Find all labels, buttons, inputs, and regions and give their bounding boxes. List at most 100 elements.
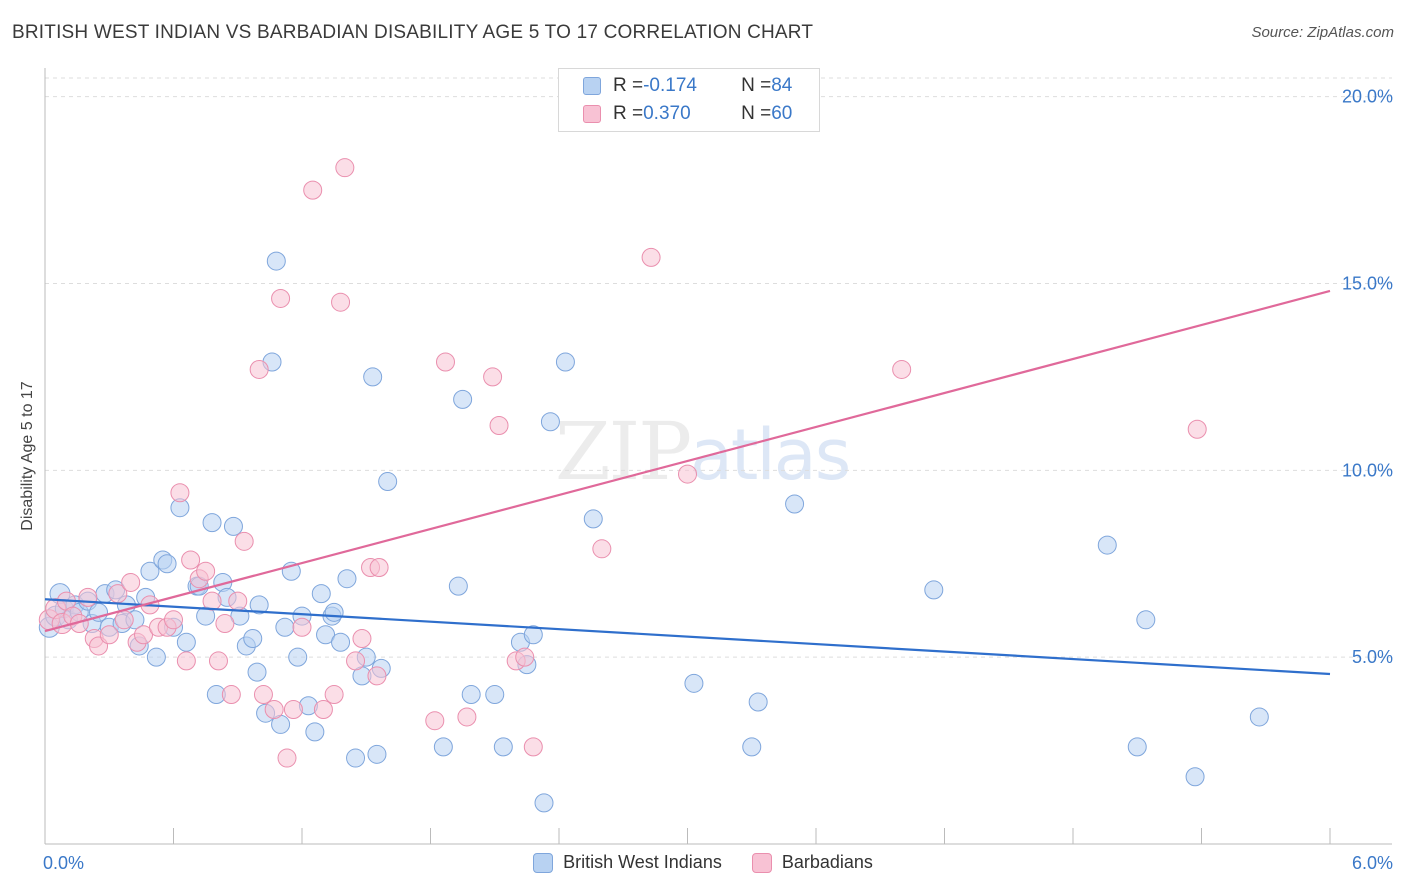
data-point xyxy=(748,692,768,712)
data-point xyxy=(742,737,762,757)
data-point xyxy=(78,587,98,607)
data-point xyxy=(196,561,216,581)
y-tick-label: 20.0% xyxy=(1342,87,1393,107)
blue-swatch xyxy=(533,852,554,873)
data-point xyxy=(425,711,445,731)
data-point xyxy=(202,591,222,611)
data-point xyxy=(305,722,325,742)
data-point xyxy=(292,617,312,637)
data-point xyxy=(313,699,333,719)
stats-legend-row-pink: R = 0.370 N = 60 xyxy=(583,101,792,127)
data-point xyxy=(523,625,543,645)
data-point xyxy=(483,367,503,387)
data-point xyxy=(1249,707,1269,727)
n-label: N = xyxy=(741,103,772,124)
data-point xyxy=(215,614,235,634)
data-point xyxy=(534,793,554,813)
r-label: R = xyxy=(613,103,644,124)
data-point xyxy=(457,707,477,727)
data-point xyxy=(346,651,366,671)
data-point xyxy=(583,509,603,529)
y-tick-label: 5.0% xyxy=(1352,647,1393,667)
data-point xyxy=(335,158,355,178)
n-label: N = xyxy=(741,75,772,96)
data-point xyxy=(134,625,154,645)
data-point xyxy=(208,651,228,671)
legend-label: Barbadians xyxy=(781,852,873,872)
series-legend: British West Indians Barbadians xyxy=(0,852,1406,873)
data-point xyxy=(311,584,331,604)
data-point xyxy=(453,389,473,409)
pink-swatch xyxy=(751,852,772,873)
n-value: 60 xyxy=(771,103,793,124)
data-point xyxy=(170,483,190,503)
data-point xyxy=(249,595,269,615)
data-point xyxy=(515,647,535,667)
data-point xyxy=(1187,419,1207,439)
data-point xyxy=(164,610,183,630)
data-point xyxy=(324,602,344,622)
data-point xyxy=(1136,610,1156,630)
r-value: -0.174 xyxy=(643,75,697,96)
trend-line xyxy=(44,598,1331,676)
data-point xyxy=(641,247,661,267)
chart-source: Source: ZipAtlas.com xyxy=(1251,24,1394,41)
data-point xyxy=(121,572,141,592)
n-value: 84 xyxy=(771,75,793,96)
watermark: ZIPatlas xyxy=(555,405,851,498)
data-point xyxy=(99,625,119,645)
data-point xyxy=(367,666,387,686)
data-point xyxy=(1097,535,1117,555)
data-point xyxy=(684,673,704,693)
data-point xyxy=(277,748,297,768)
data-point xyxy=(331,632,351,652)
y-tick-label: 10.0% xyxy=(1342,460,1393,480)
data-point xyxy=(523,737,543,757)
data-point xyxy=(363,367,383,387)
data-point xyxy=(346,748,366,768)
data-point xyxy=(1127,737,1147,757)
data-point xyxy=(448,576,468,596)
data-point xyxy=(493,737,513,757)
data-point xyxy=(367,744,387,764)
data-point xyxy=(369,557,389,577)
data-point xyxy=(592,539,612,559)
data-point xyxy=(243,628,263,648)
data-point xyxy=(176,651,196,671)
data-point xyxy=(316,625,336,645)
data-point xyxy=(485,685,505,705)
data-point xyxy=(288,647,308,667)
data-point xyxy=(892,359,912,379)
data-point xyxy=(221,685,241,705)
y-tick-label: 15.0% xyxy=(1342,274,1393,294)
data-point xyxy=(228,591,248,611)
chart-title: BRITISH WEST INDIAN VS BARBADIAN DISABIL… xyxy=(12,22,814,43)
data-point xyxy=(378,472,398,492)
stats-legend: R = -0.174 N = 84 R = 0.370 N = 60 xyxy=(558,68,820,132)
data-point xyxy=(433,737,453,757)
series-british-west-indians xyxy=(38,251,1269,813)
data-point xyxy=(324,685,344,705)
data-point xyxy=(114,610,134,630)
data-point xyxy=(435,352,455,372)
data-point xyxy=(1185,767,1205,787)
stats-legend-row-blue: R = -0.174 N = 84 xyxy=(583,73,792,99)
data-point xyxy=(303,180,323,200)
x-tick-label: 0.0% xyxy=(43,853,84,873)
watermark-atlas: atlas xyxy=(690,414,851,496)
tick-labels: 5.0% 10.0% 15.0% 20.0% 0.0% 6.0% xyxy=(43,87,1393,873)
legend-label: British West Indians xyxy=(563,852,722,872)
data-point xyxy=(140,561,160,581)
watermark-zip: ZIP xyxy=(555,405,692,498)
data-point xyxy=(785,494,805,514)
data-point xyxy=(540,412,560,432)
legend-item-british-west-indians: British West Indians xyxy=(533,852,722,873)
data-point xyxy=(146,647,166,667)
data-point xyxy=(337,569,357,589)
data-point xyxy=(181,550,201,570)
data-point xyxy=(461,685,481,705)
data-point xyxy=(678,464,697,484)
data-point xyxy=(331,292,351,312)
data-point xyxy=(157,554,177,574)
